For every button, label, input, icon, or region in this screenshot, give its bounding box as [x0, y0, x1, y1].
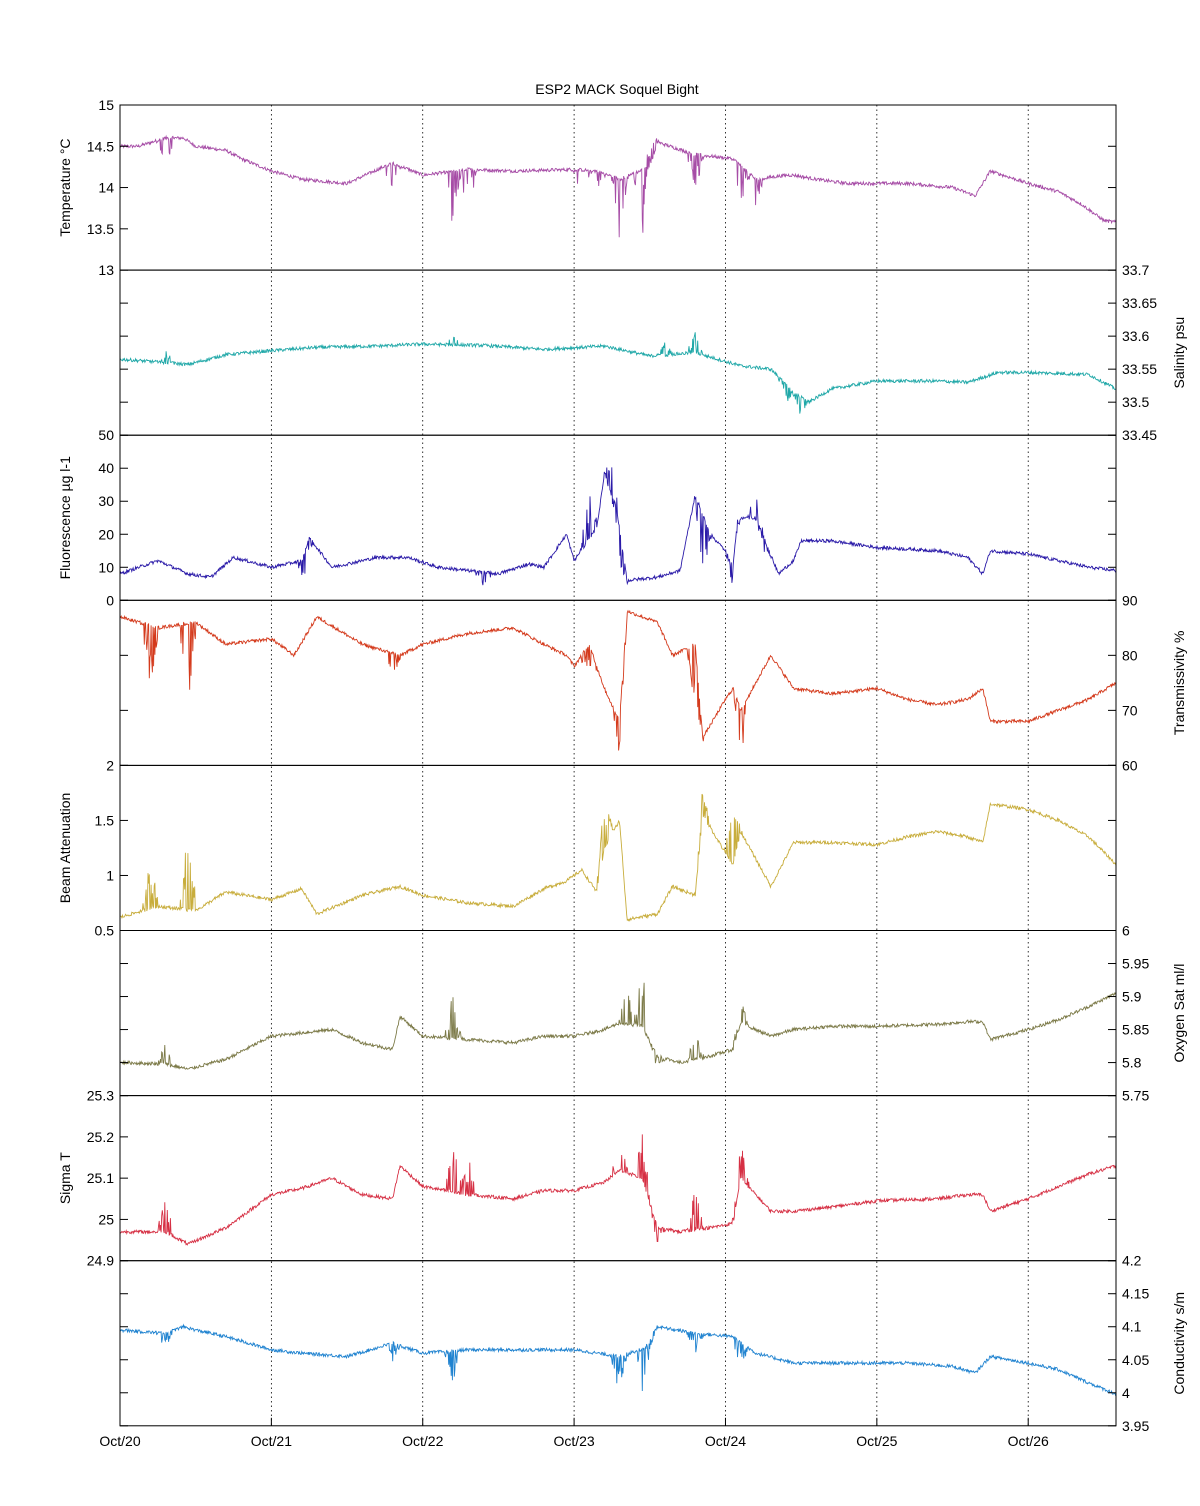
oxygen-sat-tick-label: 5.95 [1122, 956, 1149, 972]
oxygen-sat-tick-label: 5.75 [1122, 1088, 1149, 1104]
salinity-series-line [119, 332, 1117, 414]
sigma-t-axis-label: Sigma T [57, 1152, 73, 1204]
temperature-tick-label: 14 [98, 180, 114, 196]
panel-salinity: 33.45 33.5 33.55 33.6 33.65 33.7 Salinity psu [119, 262, 1187, 443]
transmissivity-series-line [119, 609, 1117, 751]
panel-temperature: 13 13.5 14 14.5 15 Temperature °C [57, 97, 1117, 278]
temperature-axis-label: Temperature °C [57, 138, 73, 236]
conductivity-axes-frame [119, 1260, 1117, 1427]
conductivity-tick-label: 4.2 [1122, 1253, 1142, 1269]
temperature-tick-label: 13.5 [87, 221, 114, 237]
conductivity-tick-label: 4.05 [1122, 1352, 1149, 1368]
sigma-t-tick-label: 25.2 [87, 1129, 114, 1145]
oxygen-sat-tick-label: 5.9 [1122, 989, 1142, 1005]
oxygen-sat-tick-label: 5.85 [1122, 1022, 1149, 1038]
conductivity-tick-label: 4.1 [1122, 1319, 1142, 1335]
beam-attenuation-tick-label: 1 [106, 867, 114, 883]
x-tick-label: Oct/20 [99, 1433, 140, 1449]
conductivity-tick-label: 4 [1122, 1385, 1130, 1401]
conductivity-axis-label: Conductivity s/m [1171, 1292, 1187, 1395]
beam-attenuation-tick-label: 0.5 [95, 923, 115, 939]
sigma-t-tick-label: 25 [98, 1211, 114, 1227]
conductivity-tick-label: 4.15 [1122, 1286, 1149, 1302]
sigma-t-axes-frame [119, 1095, 1117, 1262]
beam-attenuation-tick-label: 2 [106, 757, 114, 773]
salinity-tick-label: 33.45 [1122, 427, 1157, 443]
beam-attenuation-series-line [119, 793, 1117, 922]
panel-conductivity: 3.95 4 4.05 4.1 4.15 4.2 Conductivity s/m [119, 1253, 1187, 1434]
temperature-tick-label: 13 [98, 262, 114, 278]
sigma-t-tick-label: 25.3 [87, 1088, 114, 1104]
oxygen-sat-tick-label: 6 [1122, 923, 1130, 939]
salinity-tick-label: 33.7 [1122, 262, 1149, 278]
oxygen-sat-tick-label: 5.8 [1122, 1055, 1142, 1071]
x-tick-label: Oct/26 [1008, 1433, 1049, 1449]
fluorescence-axis-label: Fluorescence µg l-1 [57, 456, 73, 579]
beam-attenuation-axis-label: Beam Attenuation [57, 793, 73, 904]
conductivity-series-line [119, 1323, 1117, 1396]
transmissivity-tick-label: 60 [1122, 757, 1138, 773]
salinity-tick-label: 33.5 [1122, 394, 1149, 410]
x-tick-label: Oct/23 [553, 1433, 594, 1449]
oxygen-sat-axes-frame [119, 930, 1117, 1097]
fluorescence-tick-label: 50 [98, 427, 114, 443]
beam-attenuation-axes-frame [119, 764, 1117, 932]
x-tick-label: Oct/22 [402, 1433, 443, 1449]
x-tick-label: Oct/25 [856, 1433, 897, 1449]
transmissivity-tick-label: 90 [1122, 592, 1138, 608]
oxygen-sat-series-line [119, 982, 1117, 1070]
beam-attenuation-tick-label: 1.5 [95, 812, 115, 828]
temperature-tick-label: 15 [98, 97, 114, 113]
x-tick-label: Oct/24 [705, 1433, 746, 1449]
chart-title: ESP2 MACK Soquel Bight [535, 81, 699, 97]
fluorescence-tick-label: 40 [98, 460, 114, 476]
salinity-axes-frame [119, 269, 1117, 436]
transmissivity-tick-label: 70 [1122, 702, 1138, 718]
fluorescence-tick-label: 20 [98, 526, 114, 542]
fluorescence-tick-label: 0 [106, 592, 114, 608]
panel-sigma-t: 24.9 25 25.1 25.2 25.3 Sigma T [57, 1088, 1117, 1269]
oxygen-sat-axis-label: Oxygen Sat ml/l [1171, 964, 1187, 1063]
fluorescence-tick-label: 10 [98, 559, 114, 575]
panel-beam-attenuation: 0.5 1 1.5 2 Beam Attenuation [57, 757, 1117, 939]
temperature-series-line [119, 134, 1117, 238]
fluorescence-series-line [119, 467, 1117, 586]
panel-fluorescence: 0 10 20 30 40 50 Fluorescence µg l-1 [57, 427, 1117, 608]
fluorescence-tick-label: 30 [98, 493, 114, 509]
temperature-tick-label: 14.5 [87, 138, 114, 154]
sigma-t-tick-label: 24.9 [87, 1253, 114, 1269]
transmissivity-tick-label: 80 [1122, 647, 1138, 663]
transmissivity-axis-label: Transmissivity % [1171, 631, 1187, 736]
salinity-tick-label: 33.6 [1122, 328, 1149, 344]
salinity-tick-label: 33.65 [1122, 295, 1157, 311]
salinity-axis-label: Salinity psu [1171, 317, 1187, 389]
salinity-tick-label: 33.55 [1122, 361, 1157, 377]
conductivity-tick-label: 3.95 [1122, 1418, 1149, 1434]
panel-transmissivity: 60 70 80 90 Transmissivity % [119, 592, 1187, 773]
x-tick-label: Oct/21 [251, 1433, 292, 1449]
sigma-t-series-line [119, 1134, 1117, 1246]
panel-oxygen-sat: 5.75 5.8 5.85 5.9 5.95 6 Oxygen Sat ml/l [119, 923, 1187, 1104]
sigma-t-tick-label: 25.1 [87, 1170, 114, 1186]
